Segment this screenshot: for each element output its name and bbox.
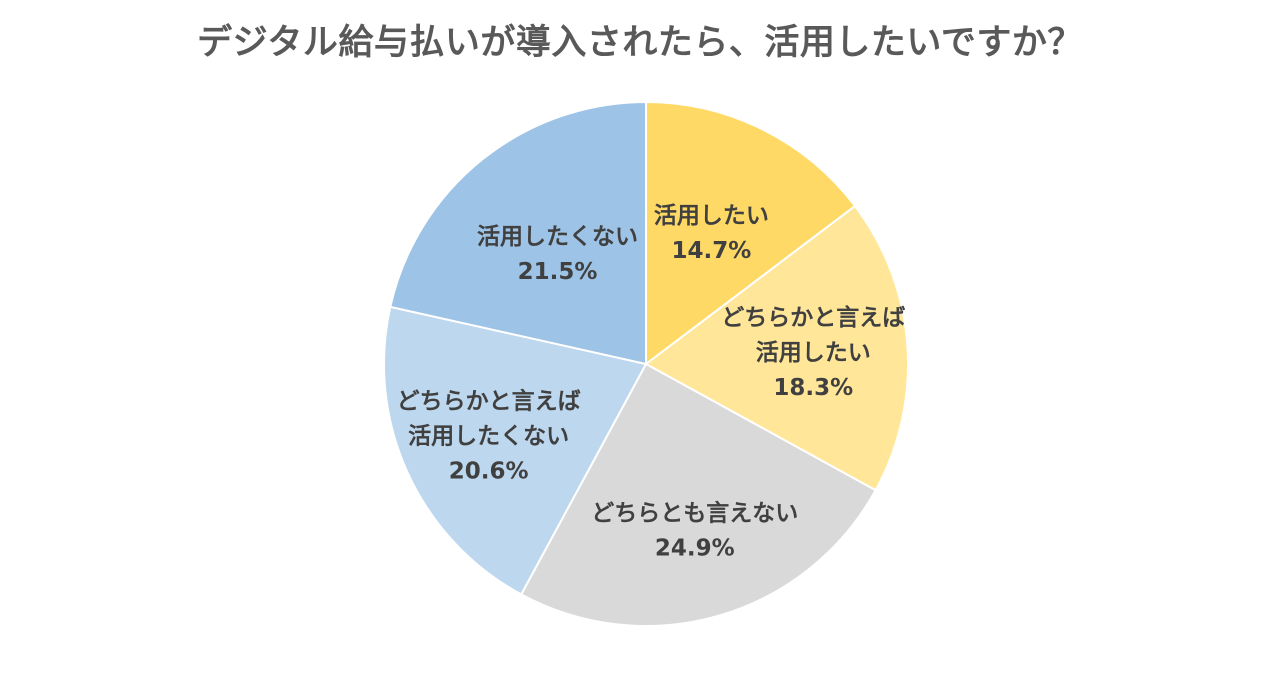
pie-slice-dochiraka-katsuyou-shitakunai <box>383 305 648 596</box>
slice-label-dochiraka-katsuyou-shitai: どちらかと言えば活用したい 18.3% <box>721 304 905 401</box>
slice-value-label: 24.9% <box>655 535 735 561</box>
slice-category-label: どちらかと言えば <box>721 304 905 331</box>
pie-slice-katsuyou-shitakunai <box>389 100 647 366</box>
slice-value-label: 20.6% <box>449 459 529 485</box>
slice-category-label: 活用したい <box>654 203 769 229</box>
slice-category-label: 活用したくない <box>408 424 569 450</box>
slice-category-label: 活用したくない <box>477 224 638 250</box>
slice-label-katsuyou-shitai: 活用したい 14.7% <box>654 203 769 264</box>
slice-category-label: どちらとも言えない <box>591 499 798 526</box>
slice-value-label: 14.7% <box>671 238 751 264</box>
pie-slice-dochiraka-katsuyou-shitai <box>644 204 909 492</box>
pie-slice-dochiratomo-ienai <box>519 362 877 627</box>
slice-category-label: 活用したい <box>756 340 871 366</box>
slice-value-label: 21.5% <box>518 259 598 285</box>
chart-title: デジタル給与払いが導入されたら、活用したいですか？ <box>197 23 1083 63</box>
slice-value-label: 18.3% <box>773 375 853 401</box>
slice-label-katsuyou-shitakunai: 活用したくない 21.5% <box>477 224 638 285</box>
pie-slice-katsuyou-shitai <box>645 100 857 367</box>
slice-category-label: どちらかと言えば <box>397 388 581 415</box>
slice-label-dochiraka-katsuyou-shitakunai: どちらかと言えば活用したくない 20.6% <box>397 388 581 485</box>
slice-label-dochiratomo-ienai: どちらとも言えない 24.9% <box>591 499 798 561</box>
